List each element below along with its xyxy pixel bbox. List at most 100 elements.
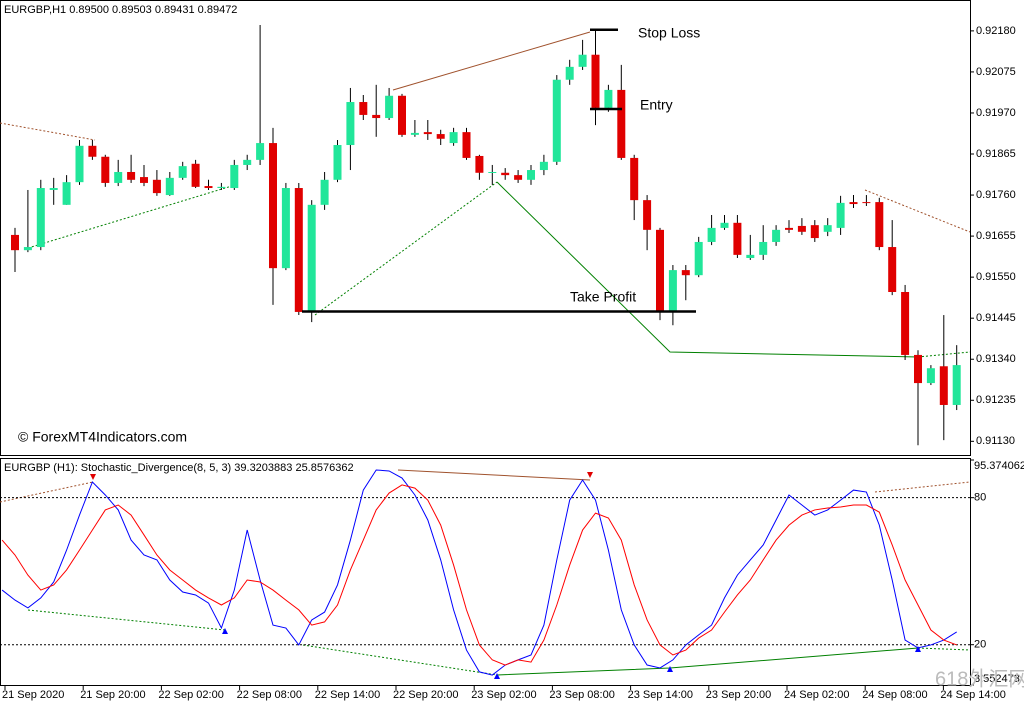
y-tick-label: 0.91865 [976, 148, 1016, 160]
y-tick-label: 0.91235 [976, 394, 1016, 406]
candle-body [243, 159, 252, 165]
x-tick-label: 22 Sep 20:00 [393, 689, 458, 701]
candle-body [256, 143, 265, 160]
x-tick-label: 22 Sep 14:00 [315, 689, 380, 701]
candle-body [436, 134, 445, 139]
y-tick-label: 0.91550 [976, 271, 1016, 283]
candle-body [681, 270, 690, 276]
candle-body [939, 366, 948, 405]
candle-body [307, 204, 316, 312]
candle-body [591, 54, 600, 108]
stoch-line [1, 484, 957, 666]
candle-body [140, 177, 148, 183]
candle-body [849, 202, 858, 205]
candle-body [398, 95, 406, 135]
candle-body [720, 222, 729, 228]
candle-body [514, 175, 523, 180]
candle-body [75, 145, 84, 183]
candle-body [230, 164, 239, 189]
y-tick-label: 0.92075 [976, 66, 1016, 78]
candle-body [875, 202, 884, 248]
candle-body [552, 79, 561, 162]
candle-body [101, 156, 110, 183]
indicator-title: EURGBP (H1): Stochastic_Divergence(8, 5,… [4, 462, 354, 474]
x-tick-label: 22 Sep 08:00 [237, 689, 302, 701]
x-tick-label: 24 Sep 14:00 [940, 689, 1005, 701]
candle-body [823, 225, 832, 232]
candle-body [539, 161, 548, 171]
candle-body [191, 163, 200, 187]
trade-label: Take Profit [570, 289, 636, 305]
candle-body [294, 188, 303, 312]
candle-body [901, 291, 910, 355]
divergence-lines [0, 31, 971, 676]
candle-body [114, 171, 123, 183]
trade-label: Stop Loss [638, 25, 700, 41]
candle-body [488, 171, 497, 173]
y-tick-label: 0.91760 [976, 189, 1016, 201]
candle-body [733, 222, 742, 255]
y-tick-label: 0.91970 [976, 107, 1016, 119]
signal-arrows [90, 472, 921, 679]
candle-body [565, 66, 574, 80]
candle-body [952, 365, 961, 405]
candle-body [630, 157, 639, 201]
candle-body [527, 170, 535, 180]
candle-body [372, 114, 381, 119]
candle-body [36, 188, 45, 248]
x-tick-label: 24 Sep 08:00 [862, 689, 927, 701]
candle-body [165, 177, 174, 196]
x-tick-label: 23 Sep 02:00 [471, 689, 536, 701]
main-frame [0, 0, 971, 456]
candle-body [501, 172, 510, 176]
candle-body [410, 132, 419, 135]
y2-tick-label: 80 [974, 492, 986, 504]
candle-body [746, 254, 755, 258]
candle-body [49, 188, 58, 190]
candle-body [810, 225, 819, 239]
candle-body [333, 145, 342, 180]
x-tick-label: 21 Sep 20:00 [80, 689, 145, 701]
candle-body [359, 102, 368, 115]
candle-body [462, 132, 471, 158]
y2-tick-label: 20 [974, 639, 986, 651]
x-tick-label: 23 Sep 20:00 [706, 689, 771, 701]
y-tick-label: 0.91340 [976, 353, 1016, 365]
watermark: 618外汇网 [935, 667, 1024, 690]
candle-body [707, 227, 716, 242]
candle-body [281, 188, 290, 269]
candle-body [423, 132, 432, 135]
candle-body [656, 229, 664, 312]
candle-body [346, 102, 355, 146]
candle-body [617, 89, 626, 158]
candle-body [578, 54, 587, 67]
candle-body [694, 241, 703, 276]
stoch-line [1, 469, 957, 676]
x-tick-label: 22 Sep 02:00 [158, 689, 223, 701]
trade-label: Entry [640, 97, 673, 113]
candle-body [320, 179, 329, 205]
candle-body [797, 225, 806, 232]
candle-body [88, 145, 97, 157]
candle-body [772, 229, 781, 242]
x-tick-label: 23 Sep 14:00 [628, 689, 693, 701]
candle-body [888, 247, 897, 292]
candle-body [62, 182, 71, 205]
x-tick-label: 24 Sep 02:00 [784, 689, 849, 701]
y2-tick-label: 3.552473 [974, 673, 1020, 685]
candle-body [178, 166, 187, 178]
candle-body [926, 368, 935, 384]
candle-body [914, 354, 922, 384]
candle-body [836, 202, 845, 228]
candle-body [668, 270, 677, 312]
candle-body [217, 186, 226, 189]
y2-tick-label: 95.374062 [974, 460, 1024, 472]
site-watermark: © ForexMT4Indicators.com [18, 429, 187, 445]
candle-body [152, 179, 161, 194]
y-tick-label: 0.91655 [976, 230, 1016, 242]
candle-body [23, 247, 32, 251]
x-tick-label: 23 Sep 08:00 [549, 689, 614, 701]
candle-body [11, 234, 19, 251]
